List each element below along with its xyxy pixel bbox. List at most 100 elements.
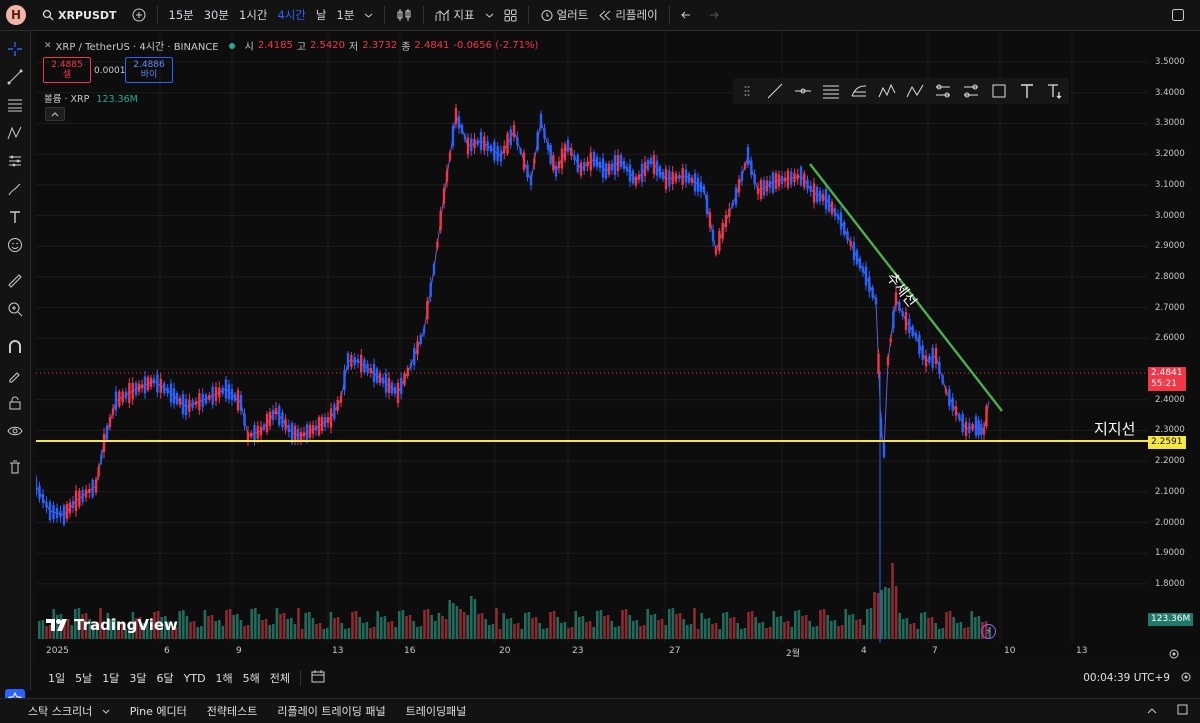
candle-body [740, 171, 744, 181]
range-6m[interactable]: 6달 [156, 672, 174, 685]
candle-body [774, 173, 778, 189]
range-5y[interactable]: 5해 [242, 672, 260, 685]
brush-icon[interactable] [5, 179, 25, 199]
text-tool-icon[interactable] [5, 207, 25, 227]
short-position-icon[interactable] [957, 78, 985, 104]
volume-bar [603, 616, 606, 639]
abcd-pattern-icon[interactable] [901, 78, 929, 104]
lock-drawing-icon[interactable] [5, 365, 25, 385]
interval-15m[interactable]: 15분 [168, 8, 194, 22]
fib-icon[interactable] [5, 95, 25, 115]
candle-body [278, 405, 281, 425]
drag-handle-icon[interactable] [733, 78, 761, 104]
volume-bar [480, 613, 484, 639]
crosshair-icon[interactable] [5, 39, 25, 59]
redo-button[interactable] [700, 10, 724, 21]
long-position-icon[interactable] [929, 78, 957, 104]
volume-bar [689, 624, 693, 639]
candle-body [329, 408, 333, 428]
support-label[interactable]: 지지선 [1094, 420, 1136, 438]
price-axis[interactable]: 3.5000 3.4000 3.3000 3.2000 3.1000 3.0000 2.90… [1148, 31, 1200, 662]
undo-button[interactable] [676, 10, 700, 21]
buy-button[interactable]: 2.4886 바이 [125, 57, 173, 83]
candle-body [576, 154, 579, 172]
tab-pine-editor[interactable]: Pine 에디터 [129, 705, 187, 718]
lightning-icon[interactable]: ⚡ [981, 624, 996, 639]
lock-icon[interactable] [5, 393, 25, 413]
trash-icon[interactable] [5, 457, 25, 477]
text-icon[interactable] [1013, 78, 1041, 104]
add-symbol-button[interactable] [127, 8, 151, 22]
interval-1m[interactable]: 1분 [336, 8, 355, 22]
volume-bar [268, 625, 271, 639]
candle-body [74, 491, 78, 511]
time-axis[interactable]: 2025 6 9 13 16 20 23 27 2월 4 7 10 13 [36, 643, 1148, 661]
range-1d[interactable]: 1일 [48, 672, 66, 685]
pattern-icon[interactable] [5, 123, 25, 143]
layouts-button[interactable] [499, 9, 522, 22]
interval-4h[interactable]: 4시간 [277, 8, 306, 22]
prediction-icon[interactable] [5, 151, 25, 171]
tab-replay-trading-panel[interactable]: 리플레이 트레이딩 패널 [277, 705, 386, 718]
candle-body [886, 357, 890, 365]
interval-1d[interactable]: 날 [315, 8, 327, 22]
candle-body [601, 158, 605, 178]
symbol-search[interactable]: XRPUSDT [42, 9, 117, 22]
volume-bar [495, 608, 498, 639]
candle-body [184, 399, 188, 415]
eye-icon[interactable] [5, 421, 25, 441]
candle-body [156, 374, 159, 393]
range-3m[interactable]: 3달 [129, 672, 147, 685]
collapse-panel-button[interactable] [1147, 705, 1157, 718]
interval-1h[interactable]: 1시간 [238, 8, 268, 22]
horizontal-ray-icon[interactable] [789, 78, 817, 104]
pitchfork-icon[interactable] [845, 78, 873, 104]
chart-pane[interactable] [36, 31, 1200, 662]
user-avatar[interactable]: H [6, 5, 26, 25]
maximize-panel-button[interactable] [1177, 704, 1188, 718]
interval-dropdown[interactable] [359, 11, 378, 20]
xabcd-pattern-icon[interactable] [873, 78, 901, 104]
zoom-icon[interactable] [5, 299, 25, 319]
range-ytd[interactable]: YTD [183, 671, 206, 685]
utc-clock[interactable]: 00:04:39 UTC+9 [1083, 672, 1170, 684]
axis-settings-icon[interactable] [1168, 645, 1180, 664]
emoji-icon[interactable] [5, 235, 25, 255]
rectangle-icon[interactable] [985, 78, 1013, 104]
volume-bar [790, 627, 793, 639]
ruler-icon[interactable] [5, 271, 25, 291]
replay-button[interactable]: 리플레이 [593, 7, 662, 23]
candle-body [536, 132, 539, 150]
candle-body [432, 264, 436, 274]
range-5d[interactable]: 5날 [75, 672, 93, 685]
alert-button[interactable]: 얼러트 [535, 7, 594, 23]
trend-line-icon[interactable] [5, 67, 25, 87]
tab-stock-screener[interactable]: 스탁 스크리너 [14, 703, 110, 719]
magnet-icon[interactable] [5, 337, 25, 357]
candle-body [743, 163, 747, 169]
legend-title[interactable]: XRP / TetherUS · 4시간 · BINANCE [55, 42, 219, 53]
range-1m[interactable]: 1달 [102, 672, 120, 685]
fullscreen-button[interactable] [1166, 8, 1190, 22]
tab-trading-panel[interactable]: 트레이딩패널 [405, 705, 467, 718]
chart-type-button[interactable] [391, 8, 417, 22]
volume-bar [290, 618, 293, 639]
parallel-channel-icon[interactable] [817, 78, 845, 104]
interval-30m[interactable]: 30분 [203, 8, 229, 22]
trend-line-icon[interactable] [761, 78, 789, 104]
collapse-legend-button[interactable] [45, 107, 65, 121]
range-all[interactable]: 전체 [269, 672, 291, 685]
candle-body [595, 157, 599, 167]
indicators-button[interactable]: 지표 [430, 7, 479, 23]
price-chart[interactable] [36, 31, 1148, 643]
goto-date-button[interactable] [311, 670, 325, 686]
range-1y[interactable]: 1해 [215, 672, 233, 685]
volume-bar [959, 622, 963, 639]
calendar-icon [311, 670, 325, 683]
settings-button[interactable] [1180, 671, 1192, 686]
tab-strategy-tester[interactable]: 전략테스트 [206, 705, 258, 718]
indicators-dropdown[interactable] [480, 11, 499, 20]
candle-body [118, 391, 121, 407]
anchored-text-icon[interactable] [1041, 78, 1069, 104]
sell-button[interactable]: 2.4885 셀 [43, 57, 91, 83]
